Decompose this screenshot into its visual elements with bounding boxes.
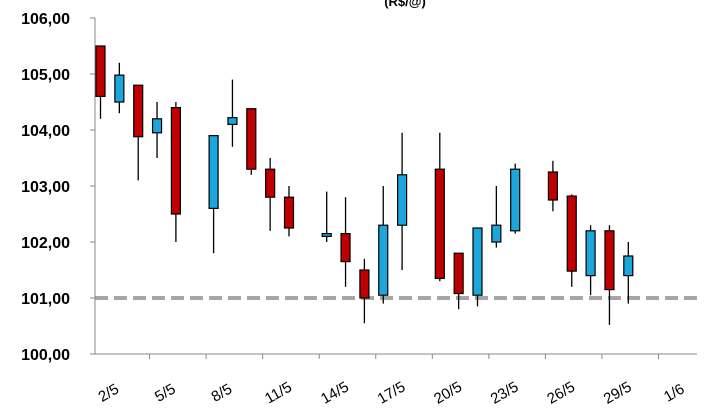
x-tick-label: 14/5 — [318, 378, 352, 407]
x-tick-label: 17/5 — [375, 378, 409, 407]
candle-body-up — [491, 224, 502, 243]
y-tick-label: 105,00 — [21, 67, 70, 84]
candle — [434, 132, 445, 282]
candle-body-down — [566, 195, 577, 272]
candle-body-down — [604, 230, 615, 291]
y-tick-label: 100,00 — [21, 347, 70, 364]
x-tick-label: 8/5 — [209, 381, 236, 406]
x-tick-label: 1/6 — [661, 381, 688, 406]
candle-body-up — [151, 118, 163, 134]
candle — [359, 258, 370, 324]
candle-body-up — [378, 224, 389, 296]
candle-body-down — [246, 108, 257, 170]
candle-body-down — [265, 168, 276, 198]
y-tick-label: 104,00 — [21, 123, 70, 140]
x-tick-label: 2/5 — [95, 381, 122, 406]
candle — [623, 242, 634, 304]
candle — [378, 186, 389, 304]
candle-body-up — [114, 74, 125, 103]
candle-body-down — [547, 171, 559, 201]
candle-body-up — [623, 255, 634, 277]
candle — [491, 186, 502, 248]
candle-body-down — [453, 252, 464, 295]
candle-body-down — [340, 233, 351, 263]
x-tick-label: 11/5 — [262, 379, 295, 408]
y-tick-label: 103,00 — [21, 179, 70, 196]
candle — [95, 45, 106, 119]
candle-body-up — [321, 233, 332, 238]
x-tick-label: 20/5 — [431, 378, 465, 407]
y-tick-label: 106,00 — [21, 11, 70, 28]
candle — [604, 225, 615, 325]
candle-body-down — [283, 196, 295, 229]
candle — [453, 252, 464, 310]
candle — [114, 62, 125, 114]
x-axis-ticks: 2/5 5/5 8/5 11/5 14/5 17/5 20/5 23/5 26/5 29/5 1/6 — [95, 354, 688, 408]
candle — [547, 160, 559, 212]
y-tick-label: 101,00 — [21, 291, 70, 308]
candle — [265, 158, 276, 231]
candle-body-down — [95, 45, 106, 98]
x-tick-label: 5/5 — [152, 381, 179, 406]
x-tick-label: 23/5 — [488, 378, 522, 407]
x-tick-label: 26/5 — [544, 378, 578, 407]
candle — [151, 102, 163, 158]
y-tick-label: 102,00 — [21, 235, 70, 252]
candle — [133, 84, 144, 181]
candle — [397, 132, 408, 270]
candle-body-up — [472, 227, 483, 296]
candle — [585, 225, 596, 296]
candle-body-down — [434, 168, 445, 279]
candle — [227, 79, 238, 147]
candle — [472, 227, 483, 307]
candle — [340, 197, 351, 287]
candle — [510, 163, 521, 234]
axes — [94, 18, 697, 355]
candle-body-up — [510, 168, 521, 232]
candles — [95, 45, 634, 325]
candle-body-up — [585, 230, 596, 277]
y-axis-ticks: 100,00 101,00 102,00 103,00 104,00 105,00 106,… — [21, 11, 95, 364]
candle-body-down — [170, 106, 181, 215]
candle-body-up — [208, 135, 219, 210]
candle — [566, 194, 577, 287]
candle-body-up — [397, 174, 408, 226]
candle-body-up — [227, 117, 238, 126]
candle — [321, 191, 332, 242]
candle — [170, 102, 181, 242]
chart-title: (R$/@) — [384, 0, 426, 9]
candle — [208, 135, 219, 254]
candle — [246, 108, 257, 175]
candle-body-down — [133, 84, 144, 138]
x-tick-label: 29/5 — [601, 378, 635, 407]
candle-body-down — [359, 269, 370, 299]
candle — [283, 186, 295, 237]
